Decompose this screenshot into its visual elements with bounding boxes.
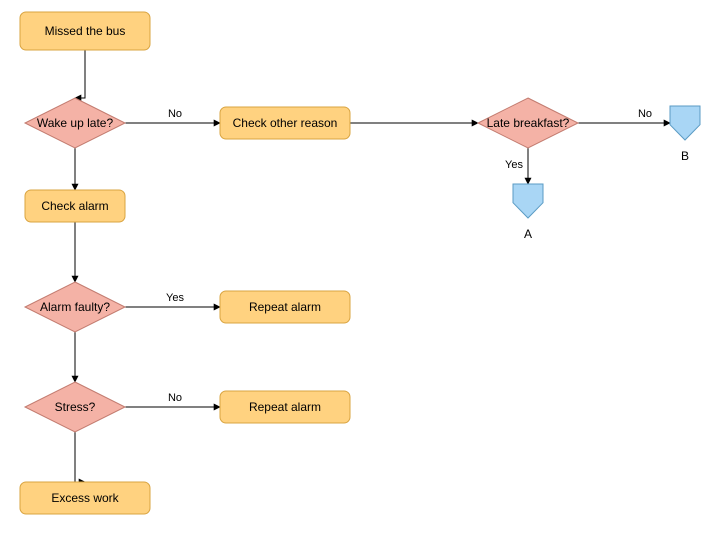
node-label-late-breakfast: Late breakfast? xyxy=(487,116,570,130)
node-check-alarm: Check alarm xyxy=(25,190,125,222)
node-label-repeat-alarm1: Repeat alarm xyxy=(249,300,321,314)
edge-stress-to-excess-work xyxy=(75,432,85,482)
node-label-conn-b: B xyxy=(681,149,689,163)
edge-label-late-breakfast-conn-b: No xyxy=(638,108,652,120)
node-label-stress: Stress? xyxy=(55,400,96,414)
edge-missed-bus-to-wake-up-late xyxy=(75,50,85,98)
edge-label-late-breakfast-conn-a: Yes xyxy=(505,159,523,171)
node-label-conn-a: A xyxy=(524,227,532,241)
node-label-check-other: Check other reason xyxy=(233,116,338,130)
node-missed-bus: Missed the bus xyxy=(20,12,150,50)
node-label-alarm-faulty: Alarm faulty? xyxy=(40,300,110,314)
node-repeat-alarm2: Repeat alarm xyxy=(220,391,350,423)
node-alarm-faulty: Alarm faulty? xyxy=(25,282,125,332)
node-label-excess-work: Excess work xyxy=(51,491,119,505)
flowchart: No No Yes Yes No Missed the bus Wake up late? C… xyxy=(0,0,706,553)
edge-label-wake-up-late-check-other: No xyxy=(168,108,182,120)
node-conn-a: A xyxy=(513,184,543,241)
edge-label-stress-repeat-alarm2: No xyxy=(168,392,182,404)
node-label-missed-bus: Missed the bus xyxy=(45,24,126,38)
node-label-repeat-alarm2: Repeat alarm xyxy=(249,400,321,414)
node-stress: Stress? xyxy=(25,382,125,432)
node-label-wake-up-late: Wake up late? xyxy=(37,116,114,130)
node-wake-up-late: Wake up late? xyxy=(25,98,125,148)
node-late-breakfast: Late breakfast? xyxy=(478,98,578,148)
node-excess-work: Excess work xyxy=(20,482,150,514)
node-conn-b: B xyxy=(670,106,700,163)
edge-label-alarm-faulty-repeat-alarm1: Yes xyxy=(166,292,184,304)
node-label-check-alarm: Check alarm xyxy=(41,199,108,213)
node-repeat-alarm1: Repeat alarm xyxy=(220,291,350,323)
node-check-other: Check other reason xyxy=(220,107,350,139)
